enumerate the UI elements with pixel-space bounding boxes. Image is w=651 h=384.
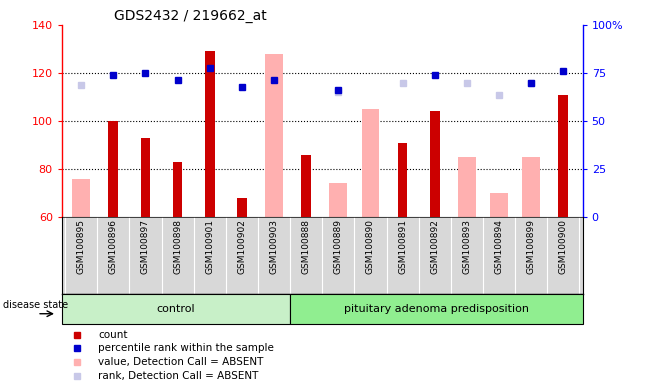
Text: rank, Detection Call = ABSENT: rank, Detection Call = ABSENT — [98, 371, 258, 381]
Text: disease state: disease state — [3, 300, 68, 310]
Bar — [490, 193, 508, 217]
Bar — [62, 294, 290, 324]
Bar — [173, 162, 182, 217]
Text: GSM100900: GSM100900 — [559, 219, 568, 274]
Bar — [265, 54, 283, 217]
Text: value, Detection Call = ABSENT: value, Detection Call = ABSENT — [98, 357, 264, 367]
Text: GSM100888: GSM100888 — [301, 219, 311, 274]
Text: GDS2432 / 219662_at: GDS2432 / 219662_at — [114, 8, 267, 23]
Text: GSM100889: GSM100889 — [334, 219, 343, 274]
Text: GSM100899: GSM100899 — [527, 219, 536, 274]
Text: GSM100891: GSM100891 — [398, 219, 407, 274]
Text: GSM100892: GSM100892 — [430, 219, 439, 274]
Bar — [290, 294, 583, 324]
Bar — [301, 155, 311, 217]
Bar — [458, 157, 476, 217]
Text: GSM100893: GSM100893 — [462, 219, 471, 274]
Text: percentile rank within the sample: percentile rank within the sample — [98, 343, 274, 353]
Text: GSM100902: GSM100902 — [238, 219, 246, 274]
Bar — [141, 138, 150, 217]
Bar — [72, 179, 90, 217]
Bar — [205, 51, 215, 217]
Bar — [329, 184, 347, 217]
Bar — [430, 111, 439, 217]
Bar — [522, 157, 540, 217]
Text: GSM100901: GSM100901 — [205, 219, 214, 274]
Text: GSM100894: GSM100894 — [495, 219, 504, 274]
Text: GSM100903: GSM100903 — [270, 219, 279, 274]
Bar — [109, 121, 118, 217]
Text: control: control — [156, 304, 195, 314]
Text: count: count — [98, 330, 128, 340]
Text: GSM100890: GSM100890 — [366, 219, 375, 274]
Text: GSM100895: GSM100895 — [77, 219, 86, 274]
Bar — [398, 142, 408, 217]
Text: GSM100898: GSM100898 — [173, 219, 182, 274]
Text: pituitary adenoma predisposition: pituitary adenoma predisposition — [344, 304, 529, 314]
Bar — [361, 109, 380, 217]
Bar — [559, 94, 568, 217]
Text: GSM100897: GSM100897 — [141, 219, 150, 274]
Text: GSM100896: GSM100896 — [109, 219, 118, 274]
Bar — [237, 198, 247, 217]
